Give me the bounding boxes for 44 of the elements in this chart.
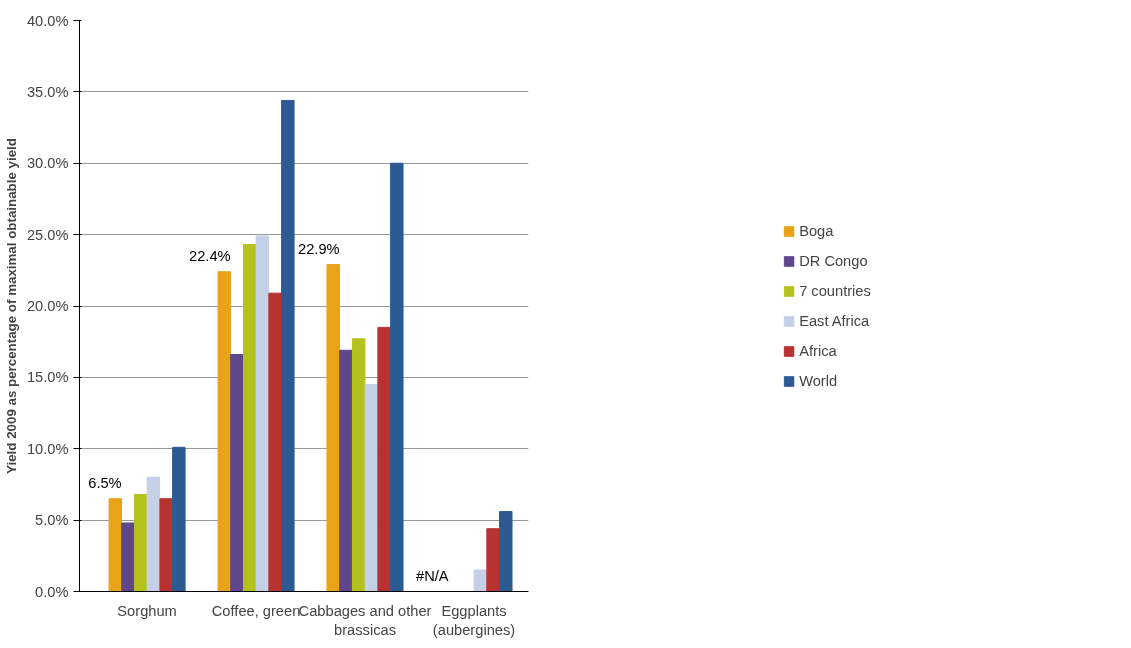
- data-label: 22.4%: [189, 247, 231, 264]
- y-tick-label: 35.0%: [26, 83, 69, 100]
- bar: [159, 498, 173, 592]
- bar: [108, 498, 123, 592]
- x-tick-label: Coffee, green: [211, 602, 301, 619]
- legend-label: 7 countries: [799, 282, 871, 299]
- bar: [172, 446, 186, 592]
- x-tick-label: Cabbages and other brassicas: [298, 602, 432, 638]
- x-tick-label: Eggplants (aubergines): [432, 602, 516, 638]
- legend-label: East Africa: [799, 312, 870, 329]
- y-tick-label: 15.0%: [26, 369, 69, 386]
- bar: [473, 569, 488, 592]
- bar: [339, 349, 353, 592]
- y-tick-label: 40.0%: [26, 12, 69, 29]
- y-tick-label: 0.0%: [35, 583, 69, 600]
- bar: [121, 522, 135, 592]
- y-tick-label: 20.0%: [26, 298, 69, 314]
- data-label: 22.9%: [298, 240, 340, 257]
- bar: [486, 528, 500, 592]
- bar: [242, 244, 257, 592]
- y-tick-label: 25.0%: [26, 226, 69, 243]
- data-label: 6.5%: [88, 474, 122, 491]
- legend-label: World: [799, 372, 838, 389]
- legend-label: Boga: [799, 222, 834, 239]
- bar: [146, 476, 161, 592]
- text: #N/A: [416, 567, 449, 584]
- y-tick-label: 30.0%: [26, 155, 69, 172]
- bar: [499, 511, 513, 592]
- bar: [255, 235, 270, 592]
- legend-label: Africa: [799, 342, 837, 359]
- y-tick-label: 5.0%: [35, 512, 69, 529]
- bar: [268, 292, 282, 592]
- bar: [133, 493, 148, 592]
- x-tick-label: Sorghum: [117, 602, 177, 619]
- bar: [377, 326, 391, 592]
- bar: [281, 99, 295, 592]
- y-axis-title: Yield 2009 as percentage of maximal obtainable yield: [3, 138, 19, 474]
- bar: [351, 338, 366, 592]
- bar: [217, 271, 231, 592]
- bar: [326, 264, 340, 592]
- legend-label: DR Congo: [799, 252, 868, 269]
- bar: [230, 354, 244, 592]
- y-tick-label: 10.0%: [26, 440, 69, 457]
- bar: [390, 162, 404, 592]
